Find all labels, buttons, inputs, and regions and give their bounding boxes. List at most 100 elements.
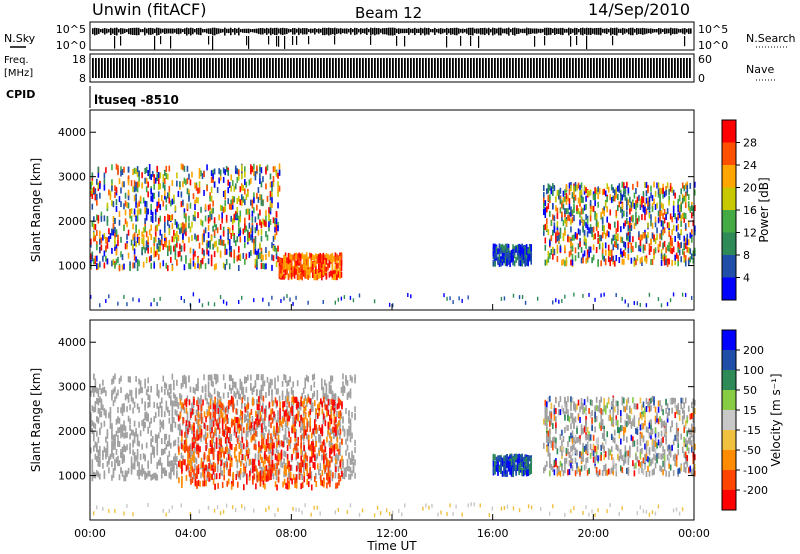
- date-title: 14/Sep/2010: [588, 0, 690, 19]
- scatter-mark: [659, 192, 661, 199]
- scatter-mark: [123, 203, 125, 210]
- scatter-mark: [154, 215, 157, 222]
- scatter-mark: [272, 255, 275, 262]
- scatter-mark: [648, 248, 651, 255]
- scatter-mark: [674, 259, 676, 266]
- scatter-mark: [633, 202, 636, 209]
- scatter-mark: [607, 244, 610, 251]
- scatter-mark: [277, 469, 280, 476]
- scatter-mark: [260, 394, 263, 401]
- scatter-mark: [171, 414, 174, 421]
- scatter-mark: [616, 243, 619, 250]
- scatter-mark: [241, 444, 243, 451]
- scatter-mark: [270, 422, 272, 429]
- scatter-mark: [227, 198, 230, 205]
- scatter-mark: [299, 265, 302, 272]
- scatter-mark: [559, 232, 562, 239]
- scatter-mark: [324, 254, 326, 261]
- scatter-mark: [206, 432, 209, 439]
- scatter-mark: [278, 163, 281, 170]
- scatter-mark: [182, 459, 185, 466]
- scatter-mark: [600, 235, 602, 242]
- freq-bar: [452, 58, 454, 78]
- scatter-mark: [189, 407, 192, 414]
- scatter-mark: [197, 429, 199, 436]
- scatter-mark: [524, 246, 526, 253]
- scatter-mark: [235, 431, 238, 438]
- scatter-mark: [286, 459, 289, 466]
- scatter-mark: [340, 386, 343, 393]
- scatter-mark: [247, 191, 249, 198]
- scatter-mark: [352, 465, 355, 472]
- scatter-mark: [121, 181, 124, 188]
- scatter-mark: [275, 474, 278, 481]
- scatter-mark: [574, 194, 577, 201]
- scatter-mark: [233, 447, 236, 454]
- scatter-mark: [641, 260, 643, 267]
- noise-bar: [564, 28, 566, 33]
- scatter-mark: [173, 236, 175, 243]
- freq-bar: [128, 58, 130, 78]
- scatter-mark: [298, 252, 300, 259]
- freq-bar: [623, 58, 625, 78]
- noise-bar: [164, 28, 166, 34]
- scatter-mark: [109, 193, 112, 200]
- scatter-mark: [221, 470, 223, 477]
- noise-bar: [676, 28, 678, 34]
- scatter-mark: [150, 417, 152, 424]
- noise-bar: [568, 27, 570, 36]
- scatter-mark: [90, 390, 92, 397]
- scatter-mark: [277, 476, 280, 483]
- scatter-mark: [337, 465, 340, 472]
- scatter-mark: [262, 374, 264, 381]
- scatter-mark: [141, 238, 143, 245]
- noise-bar: [268, 28, 270, 34]
- scatter-mark: [127, 229, 130, 236]
- scatter-mark: [230, 397, 233, 404]
- scatter-mark: [446, 296, 448, 301]
- scatter-mark: [206, 475, 208, 482]
- noise-bar: [384, 28, 386, 35]
- noise-bar: [342, 28, 344, 34]
- scatter-mark: [516, 249, 519, 256]
- scatter-mark: [337, 255, 340, 262]
- scatter-mark: [217, 455, 219, 462]
- scatter-mark: [621, 237, 624, 244]
- scatter-mark: [210, 213, 213, 220]
- noise-bar: [572, 28, 574, 33]
- scatter-mark: [170, 215, 172, 222]
- scatter-mark: [339, 424, 341, 431]
- scatter-mark: [141, 182, 143, 189]
- scatter-mark: [105, 453, 107, 460]
- scatter-mark: [319, 267, 322, 274]
- scatter-mark: [311, 254, 314, 261]
- freq-bar: [335, 58, 337, 78]
- scatter-mark: [121, 409, 124, 416]
- scatter-mark: [177, 424, 180, 431]
- scatter-mark: [121, 403, 124, 410]
- scatter-mark: [339, 255, 341, 262]
- scatter-mark: [515, 256, 517, 263]
- scatter-mark: [291, 396, 293, 403]
- scatter-mark: [154, 231, 157, 238]
- scatter-mark: [576, 184, 578, 191]
- scatter-mark: [90, 190, 92, 197]
- scatter-mark: [246, 423, 248, 430]
- scatter-mark: [275, 447, 278, 454]
- scatter-mark: [651, 194, 654, 201]
- scatter-mark: [228, 239, 231, 246]
- scatter-mark: [500, 296, 503, 301]
- scatter-mark: [237, 246, 240, 253]
- scatter-mark: [684, 242, 687, 249]
- scatter-mark: [260, 414, 263, 421]
- freq-bar: [119, 58, 121, 78]
- scatter-mark: [546, 218, 548, 225]
- scatter-mark: [556, 207, 559, 214]
- freq-bar: [293, 58, 295, 78]
- scatter-mark: [224, 205, 226, 212]
- scatter-mark: [206, 164, 208, 171]
- scatter-mark: [612, 258, 615, 265]
- scatter-mark: [627, 187, 630, 194]
- scatter-mark: [298, 267, 300, 274]
- scatter-mark: [188, 215, 190, 222]
